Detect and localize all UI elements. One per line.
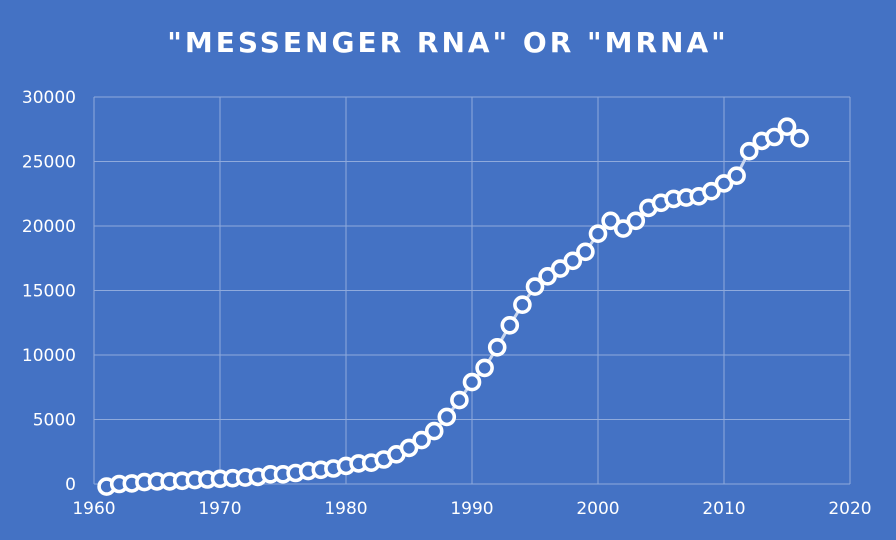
chart-title: "MESSENGER RNA" OR "MRNA" <box>167 26 729 59</box>
data-point <box>437 407 457 427</box>
data-point <box>601 211 620 231</box>
data-point <box>563 251 583 271</box>
data-point <box>500 315 520 335</box>
x-tick-label: 1980 <box>324 499 367 519</box>
x-tick-label: 2020 <box>828 499 871 519</box>
data-point <box>727 166 746 185</box>
y-tick-label: 15000 <box>22 282 76 302</box>
data-point <box>462 372 482 392</box>
data-point <box>513 295 532 315</box>
y-tick-label: 30000 <box>22 88 76 108</box>
data-point <box>613 219 633 238</box>
data-point <box>777 117 797 136</box>
x-tick-label: 1960 <box>72 499 115 519</box>
data-point <box>765 127 784 147</box>
data-point <box>450 390 469 410</box>
data-point <box>475 358 494 378</box>
data-point <box>588 224 608 243</box>
data-point <box>790 129 809 148</box>
x-tick-label: 2000 <box>576 499 619 519</box>
data-point <box>739 141 759 161</box>
data-point <box>412 430 431 450</box>
data-point <box>525 277 545 296</box>
data-point <box>576 242 595 262</box>
data-point <box>702 181 721 201</box>
x-tick-label: 2010 <box>702 499 745 519</box>
data-point <box>487 337 507 357</box>
data-point <box>399 438 419 458</box>
grid <box>93 96 851 485</box>
y-tick-label: 10000 <box>22 346 76 366</box>
x-tick-label: 1970 <box>198 499 241 519</box>
data-point <box>550 259 570 278</box>
data-point <box>626 211 646 231</box>
x-tick-label: 1990 <box>450 499 493 519</box>
y-tick-label: 5000 <box>33 411 76 431</box>
data-points <box>97 117 809 496</box>
tick-labels: 0 5000 10000 15000 20000 25000 30000 1960 1970 19… <box>22 88 872 519</box>
y-tick-label: 25000 <box>22 153 76 173</box>
data-point <box>424 421 444 441</box>
y-tick-label: 0 <box>65 475 76 495</box>
series-line <box>106 124 801 489</box>
y-tick-label: 20000 <box>22 217 76 237</box>
